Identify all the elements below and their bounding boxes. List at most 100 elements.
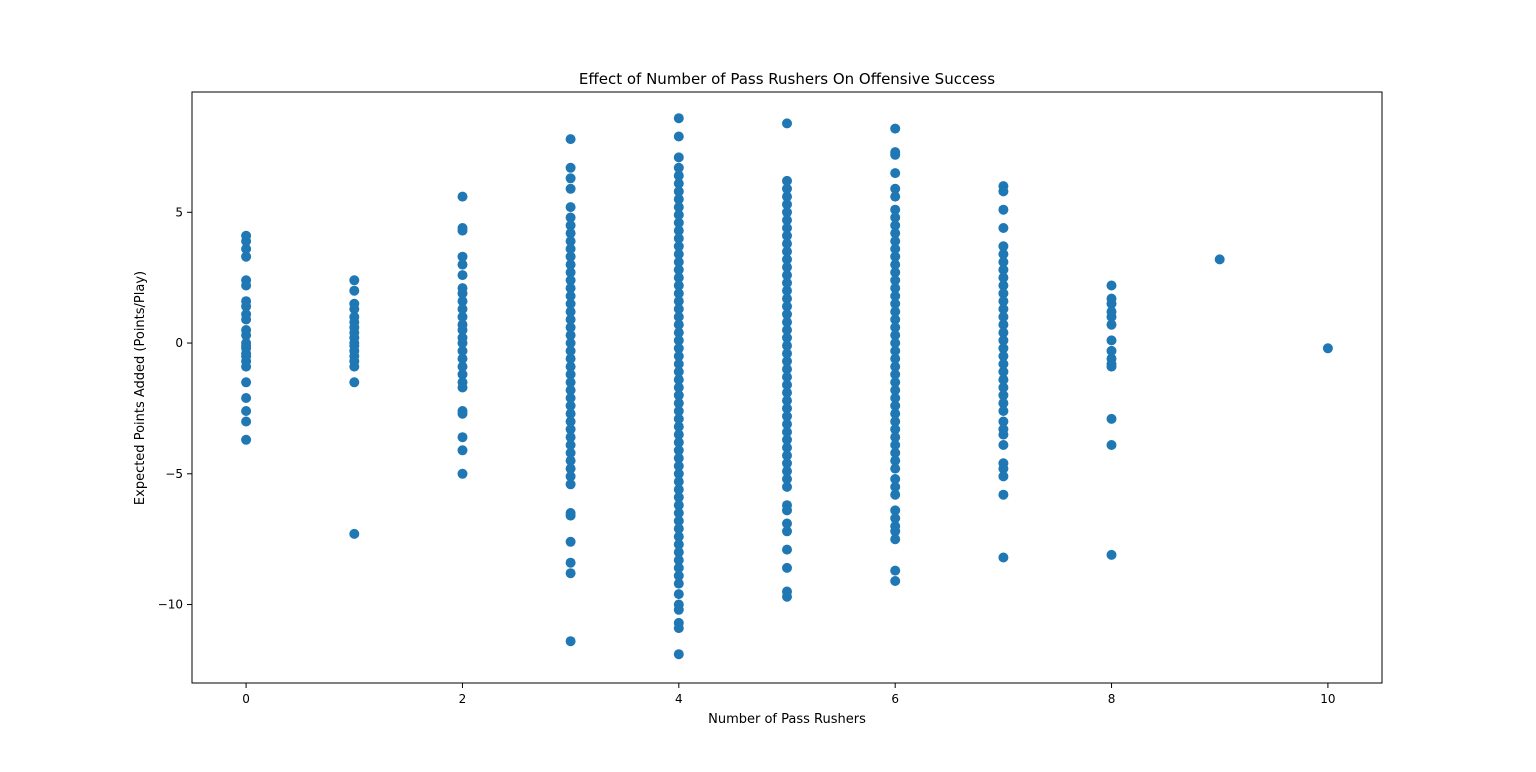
data-point <box>782 458 792 469</box>
data-point <box>998 382 1009 393</box>
data-point <box>1106 549 1117 560</box>
data-point <box>673 421 684 432</box>
data-point <box>565 291 576 301</box>
data-point <box>457 361 468 372</box>
data-point <box>998 272 1009 283</box>
data-point <box>1106 319 1117 330</box>
data-point <box>673 131 684 142</box>
data-point <box>673 113 684 124</box>
data-point <box>565 236 576 247</box>
data-point <box>673 249 684 260</box>
data-point <box>1106 413 1117 424</box>
data-point <box>457 432 468 443</box>
data-point <box>565 463 576 474</box>
data-point <box>565 314 576 325</box>
data-point <box>673 178 684 189</box>
data-point <box>998 288 1009 299</box>
data-point <box>673 445 684 456</box>
data-point <box>998 351 1009 362</box>
data-point <box>890 251 901 262</box>
data-point <box>457 225 468 236</box>
data-point <box>241 361 252 372</box>
data-point <box>782 348 792 359</box>
data-point <box>1106 440 1117 450</box>
data-point <box>565 202 576 213</box>
data-point <box>565 361 576 372</box>
data-point <box>782 387 792 398</box>
data-point <box>673 241 684 252</box>
data-point <box>998 366 1009 377</box>
data-point <box>998 552 1009 563</box>
data-point <box>782 223 792 233</box>
plot-frame <box>191 91 1383 684</box>
data-point <box>673 406 684 416</box>
data-point <box>890 526 901 537</box>
data-point <box>890 455 901 466</box>
x-tick-label: 2 <box>459 692 467 706</box>
data-point <box>998 280 1009 291</box>
data-point <box>565 298 576 309</box>
data-point <box>673 217 684 228</box>
data-point <box>241 406 252 416</box>
data-point <box>673 589 684 600</box>
data-point <box>673 304 684 314</box>
data-point <box>565 306 576 317</box>
data-point <box>782 481 792 492</box>
data-point <box>457 353 468 364</box>
data-point <box>890 283 901 294</box>
data-point <box>890 440 901 450</box>
data-point <box>349 275 360 286</box>
data-point <box>457 468 468 479</box>
data-point <box>673 272 684 283</box>
data-point <box>673 555 684 566</box>
data-point <box>565 338 576 348</box>
data-point <box>782 505 792 516</box>
data-point <box>565 212 576 223</box>
data-point <box>565 353 576 364</box>
data-point <box>782 262 792 273</box>
data-point <box>565 183 576 194</box>
data-point <box>998 489 1009 500</box>
data-point <box>782 215 792 226</box>
data-point <box>349 528 360 539</box>
data-point <box>565 251 576 262</box>
data-point <box>565 267 576 278</box>
data-point <box>782 191 792 202</box>
data-point <box>890 474 901 484</box>
data-point <box>782 285 792 296</box>
data-point <box>998 204 1009 215</box>
data-point <box>998 416 1009 427</box>
data-point <box>890 505 901 516</box>
data-point <box>890 220 901 231</box>
data-point <box>1106 335 1117 346</box>
data-point <box>457 270 468 281</box>
data-point <box>782 118 792 129</box>
data-point <box>890 168 901 179</box>
x-tick-label: 6 <box>891 692 899 706</box>
data-point <box>782 277 792 288</box>
data-point <box>565 322 576 333</box>
data-point <box>673 288 684 299</box>
data-point <box>673 453 684 464</box>
data-point <box>565 400 576 411</box>
data-point <box>998 429 1009 440</box>
data-point <box>565 283 576 294</box>
data-point <box>673 335 684 346</box>
data-point <box>890 424 901 435</box>
data-point <box>890 191 901 202</box>
data-point <box>673 351 684 362</box>
data-point <box>782 230 792 241</box>
data-point <box>890 369 901 380</box>
data-point <box>782 450 792 461</box>
data-point <box>782 526 792 537</box>
data-point <box>782 562 792 573</box>
data-point <box>673 484 684 495</box>
data-point <box>998 359 1009 369</box>
data-point <box>673 382 684 393</box>
data-point <box>998 327 1009 338</box>
data-point <box>890 322 901 333</box>
data-point <box>565 330 576 341</box>
data-point <box>890 393 901 403</box>
data-point <box>565 440 576 450</box>
data-point <box>673 319 684 330</box>
